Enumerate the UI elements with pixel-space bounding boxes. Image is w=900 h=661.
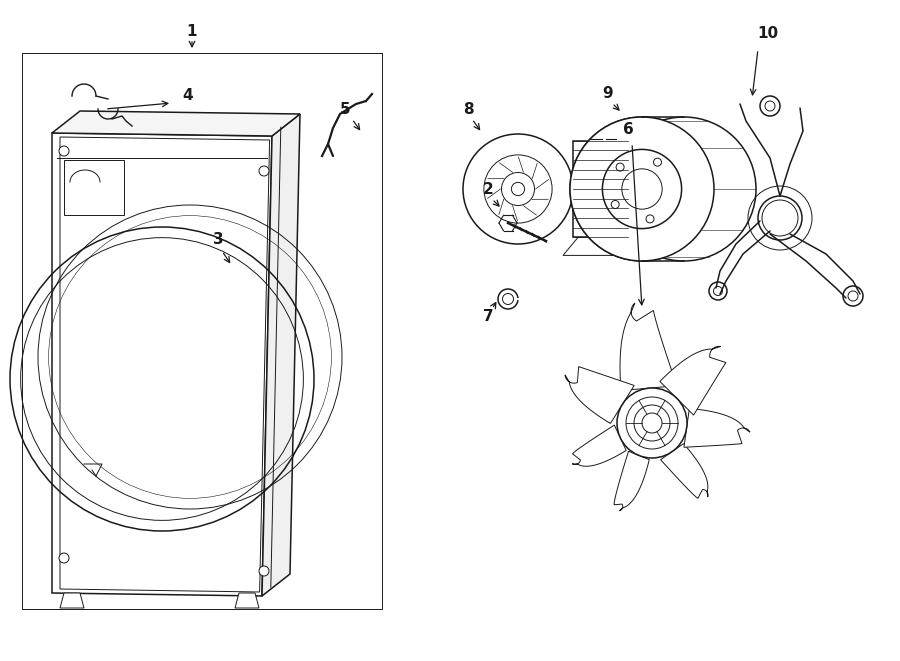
- Circle shape: [602, 149, 681, 229]
- Polygon shape: [235, 593, 259, 608]
- Polygon shape: [661, 444, 708, 498]
- Circle shape: [498, 289, 518, 309]
- Circle shape: [709, 282, 727, 300]
- Circle shape: [642, 413, 662, 433]
- Circle shape: [502, 293, 514, 305]
- Circle shape: [570, 117, 714, 261]
- Polygon shape: [565, 367, 634, 424]
- Circle shape: [617, 388, 687, 458]
- Circle shape: [612, 117, 756, 261]
- Polygon shape: [620, 303, 677, 391]
- Circle shape: [765, 101, 775, 111]
- Circle shape: [653, 158, 662, 166]
- Circle shape: [646, 215, 654, 223]
- Polygon shape: [684, 408, 750, 447]
- Circle shape: [634, 405, 670, 441]
- Circle shape: [758, 196, 802, 240]
- Text: 9: 9: [603, 85, 613, 100]
- Circle shape: [760, 96, 780, 116]
- Circle shape: [501, 173, 535, 206]
- Polygon shape: [262, 114, 300, 596]
- Circle shape: [611, 200, 619, 208]
- Circle shape: [762, 200, 798, 236]
- Polygon shape: [572, 425, 626, 466]
- Text: 10: 10: [758, 26, 778, 40]
- Text: 2: 2: [482, 182, 493, 196]
- Circle shape: [463, 134, 573, 244]
- Polygon shape: [64, 160, 124, 215]
- Polygon shape: [660, 346, 726, 415]
- Polygon shape: [573, 141, 628, 237]
- Circle shape: [622, 169, 662, 209]
- Polygon shape: [52, 111, 300, 136]
- Text: 7: 7: [482, 309, 493, 323]
- Circle shape: [585, 146, 670, 232]
- Polygon shape: [614, 451, 649, 511]
- Circle shape: [626, 397, 678, 449]
- Text: 3: 3: [212, 231, 223, 247]
- Text: 8: 8: [463, 102, 473, 116]
- Circle shape: [59, 553, 69, 563]
- Circle shape: [843, 286, 863, 306]
- Circle shape: [848, 291, 858, 301]
- Circle shape: [603, 164, 652, 214]
- Circle shape: [484, 155, 552, 223]
- Circle shape: [714, 286, 723, 295]
- Polygon shape: [60, 593, 84, 608]
- Text: 6: 6: [623, 122, 634, 137]
- Text: 4: 4: [183, 89, 194, 104]
- Polygon shape: [52, 133, 272, 596]
- Circle shape: [768, 206, 792, 230]
- Text: 1: 1: [187, 24, 197, 38]
- Circle shape: [570, 117, 714, 261]
- Circle shape: [616, 163, 624, 171]
- Text: 5: 5: [339, 102, 350, 116]
- Circle shape: [259, 566, 269, 576]
- Circle shape: [59, 146, 69, 156]
- Circle shape: [617, 178, 639, 200]
- Polygon shape: [563, 237, 636, 255]
- Circle shape: [511, 182, 525, 196]
- Circle shape: [259, 166, 269, 176]
